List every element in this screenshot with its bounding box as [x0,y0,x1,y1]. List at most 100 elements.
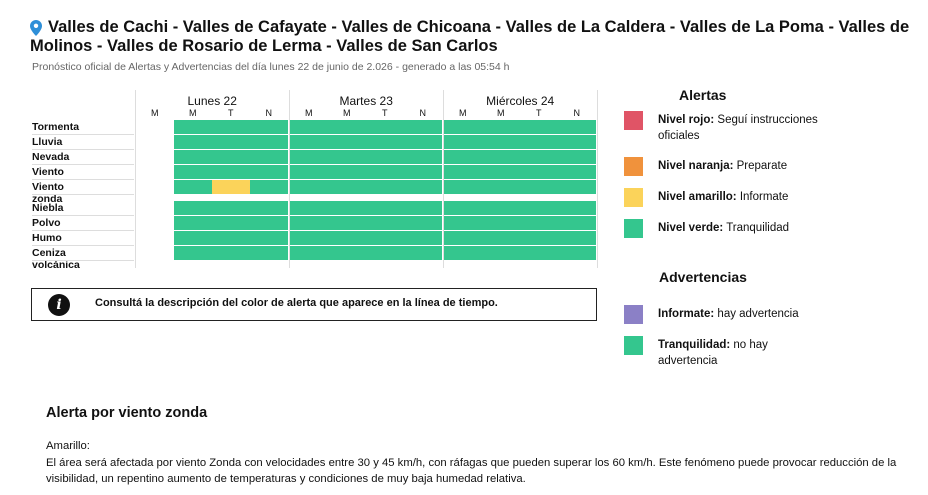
timeline-cell-verde [328,246,366,260]
forecast-subtitle: Pronóstico oficial de Alertas y Adverten… [32,61,510,73]
timeline-cell-verde [328,180,366,194]
legend-item-text: Nivel rojo: Seguí instrucciones oficiale… [658,112,828,144]
timeline-cell-verde [328,135,366,149]
timeline-cell-verde [250,150,288,164]
page-title-line1: Valles de Cachi - Valles de Cafayate - V… [48,18,910,36]
timeline-cell-verde [558,120,596,134]
timeline-cell-verde [290,165,328,179]
hazard-row-label: Viento [32,165,64,178]
day-separator [289,90,290,268]
timeline-cell-verde [290,180,328,194]
timeline-cell-verde [558,150,596,164]
day-header: Lunes 22 [187,94,237,108]
timeline-cell-verde [250,216,288,230]
timeline-cell-verde [174,216,212,230]
time-slot-label: N [265,108,273,118]
timeline-cell-verde [174,180,212,194]
row-divider [32,164,134,165]
timeline-cell-verde [482,216,520,230]
timeline-cell-verde [482,120,520,134]
hazard-row-label: Tormenta [32,120,80,133]
timeline-cell-verde [290,216,328,230]
timeline-cell-verde [558,135,596,149]
timeline-cell-verde [290,231,328,245]
timeline-cell-verde [404,165,442,179]
timeline-cell-verde [212,231,250,245]
legend-swatch-naranja [624,157,643,176]
timeline-cell-verde [520,150,558,164]
timeline-cell-verde [366,180,404,194]
timeline-cell-verde [520,231,558,245]
legend-swatch-verde [624,219,643,238]
timeline-cell-verde [366,216,404,230]
timeline-cell-amarillo [212,180,250,194]
time-slot-label: N [573,108,581,118]
timeline-cell-verde [290,246,328,260]
legend-alertas-title: Alertas [679,87,727,103]
row-divider [32,230,134,231]
timeline-cell-verde [328,231,366,245]
timeline-cell-verde [328,120,366,134]
hazard-row-label: Lluvia [32,135,63,148]
timeline-cell-verde [520,165,558,179]
row-divider [32,179,134,180]
timeline-cell-verde [290,120,328,134]
info-notice-text: Consultá la descripción del color de ale… [95,297,498,309]
legend-item-desc: no hay advertencia [658,339,768,367]
time-slot-label: M [305,108,313,118]
timeline-cell-verde [482,246,520,260]
timeline-cell-verde [328,150,366,164]
timeline-cell-verde [558,231,596,245]
hazard-row-label: Viento zonda [32,180,64,205]
timeline-cell-verde [404,120,442,134]
timeline-cell-verde [558,201,596,215]
legend-item-name: Nivel rojo: [658,114,715,126]
time-slot-label: M [459,108,467,118]
timeline-cell-verde [328,165,366,179]
timeline-cell-verde [520,180,558,194]
day-separator [597,90,598,268]
timeline-cell-verde [404,201,442,215]
timeline-cell-verde [404,216,442,230]
day-separator [135,90,136,268]
timeline-cell-verde [174,201,212,215]
legend-item-name: Nivel verde: [658,222,724,234]
legend-item-desc: Preparate [733,160,788,172]
legend-item-desc: hay advertencia [714,308,799,320]
legend-item-text: Tranquilidad: no hay advertencia [658,337,828,369]
timeline-cell-verde [444,201,482,215]
legend-swatch-rojo [624,111,643,130]
timeline-cell-verde [558,165,596,179]
hazard-row-label: Niebla [32,201,64,214]
timeline-cell-verde [366,120,404,134]
timeline-cell-verde [444,135,482,149]
timeline-cell-verde [212,150,250,164]
timeline-cell-verde [250,201,288,215]
legend-item-text: Nivel amarillo: Informate [658,189,828,205]
timeline-cell-verde [558,180,596,194]
timeline-cell-verde [558,216,596,230]
timeline-cell-verde [250,165,288,179]
timeline-cell-verde [482,150,520,164]
alert-detail-level: Amarillo: [46,440,90,452]
timeline-cell-verde [212,216,250,230]
location-pin-icon [30,20,42,36]
time-slot-label: T [382,108,388,118]
timeline-cell-verde [520,135,558,149]
legend-swatch-violeta [624,305,643,324]
timeline-cell-verde [250,120,288,134]
timeline-cell-verde [250,180,288,194]
row-divider [32,149,134,150]
timeline-cell-verde [250,246,288,260]
time-slot-label: M [497,108,505,118]
alert-detail-title: Alerta por viento zonda [46,405,208,421]
legend-item-name: Nivel naranja: [658,160,734,172]
timeline-cell-verde [366,135,404,149]
timeline-cell-verde [482,201,520,215]
timeline-cell-verde [520,201,558,215]
timeline-cell-verde [174,120,212,134]
hazard-row-label: Nevada [32,150,70,163]
timeline-cell-verde [174,165,212,179]
timeline-cell-verde [174,231,212,245]
time-slot-label: M [343,108,351,118]
